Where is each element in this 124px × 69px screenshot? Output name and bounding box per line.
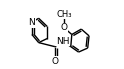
Text: NH: NH <box>56 37 69 46</box>
Text: CH₃: CH₃ <box>56 10 72 19</box>
Text: O: O <box>61 23 68 32</box>
Text: O: O <box>51 57 58 66</box>
Text: N: N <box>29 18 35 27</box>
